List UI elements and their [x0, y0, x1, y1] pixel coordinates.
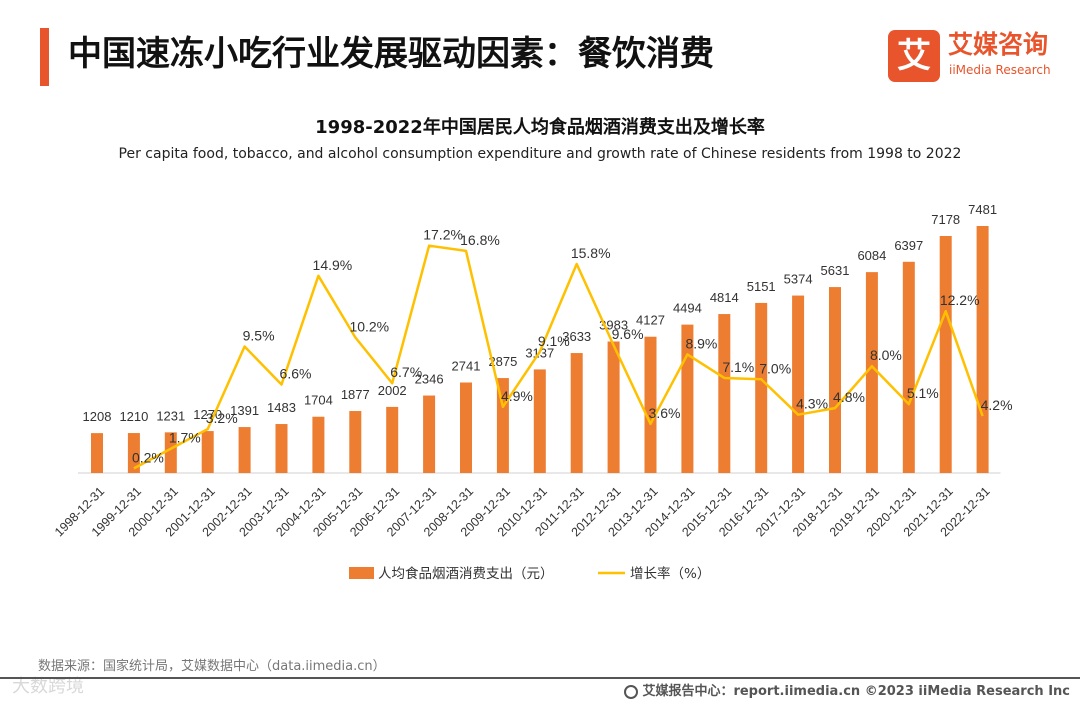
bar-value-label: 1483 [267, 400, 296, 415]
bar-value-label: 4814 [710, 290, 739, 305]
bar-value-label: 2875 [488, 354, 517, 369]
growth-rate-label: 4.8% [833, 389, 865, 405]
report-icon [624, 685, 639, 699]
bar-2013-12-31 [644, 336, 657, 473]
legend-bar-label: 人均食品烟酒消费支出（元） [378, 565, 554, 582]
bar-2004-12-31 [312, 416, 325, 473]
growth-rate-label: 5.1% [907, 385, 939, 401]
footer-divider [0, 677, 1080, 679]
footer-report-text: 艾媒报告中心：report.iimedia.cn ©2023 iiMedia R… [642, 684, 1070, 699]
growth-rate-label: 4.3% [796, 396, 828, 412]
bar-2008-12-31 [460, 382, 472, 473]
growth-rate-label: 10.2% [349, 318, 389, 334]
logo-mark: 艾 [888, 30, 940, 82]
growth-rate-label: 3.6% [649, 405, 681, 421]
bar-2010-12-31 [533, 369, 546, 473]
growth-rate-label: 6.6% [280, 366, 312, 382]
growth-rate-label: 9.1% [538, 333, 570, 349]
bar-value-label: 1231 [156, 408, 185, 423]
bar-2021-12-31 [939, 236, 952, 473]
bar-value-label: 1704 [304, 393, 333, 408]
growth-rate-label: 1.7% [169, 430, 201, 446]
bar-2006-12-31 [386, 406, 399, 473]
growth-rate-label: 16.8% [460, 232, 500, 248]
bar-2005-12-31 [349, 411, 362, 473]
bar-2016-12-31 [755, 302, 768, 473]
bar-value-label: 5151 [747, 279, 776, 294]
growth-rate-label: 0.2% [132, 449, 164, 465]
growth-rate-label: 8.9% [685, 335, 717, 351]
growth-rate-line [133, 244, 984, 470]
bar-2003-12-31 [275, 424, 288, 473]
legend-bar-swatch [349, 567, 374, 579]
growth-rate-label: 8.0% [870, 347, 902, 363]
growth-rate-label: 7.0% [759, 360, 791, 376]
bar-value-label: 7481 [968, 202, 997, 217]
growth-rate-label: 9.6% [612, 326, 644, 342]
growth-rate-label: 9.5% [243, 328, 275, 344]
data-source: 数据来源：国家统计局，艾媒数据中心（data.iimedia.cn） [38, 659, 386, 674]
growth-rate-label: 15.8% [571, 245, 611, 261]
bar-value-label: 1877 [341, 387, 370, 402]
bar-2017-12-31 [792, 295, 805, 473]
logo-name-cn: 艾媒咨询 [948, 30, 1049, 59]
growth-rate-label: 12.2% [940, 292, 980, 308]
bar-2022-12-31 [976, 226, 989, 473]
bar-2000-12-31 [164, 432, 177, 473]
growth-rate-label: 3.2% [206, 410, 238, 426]
bar-value-label: 2346 [415, 372, 444, 387]
bar-value-label: 3633 [562, 329, 591, 344]
bar-2007-12-31 [423, 395, 436, 473]
bar-value-label: 1391 [230, 403, 259, 418]
bar-value-label: 4127 [636, 313, 665, 328]
bar-2002-12-31 [238, 427, 251, 473]
bar-1999-12-31 [127, 433, 140, 473]
title-accent-bar [40, 28, 49, 86]
bar-2012-12-31 [607, 341, 620, 473]
bar-value-label: 2741 [452, 359, 481, 374]
bar-value-label: 2002 [378, 383, 407, 398]
chart-subtitle: Per capita food, tobacco, and alcohol co… [118, 146, 962, 162]
growth-rate-label: 4.9% [501, 388, 533, 404]
iimedia-logo: 艾 艾媒咨询 iiMedia Research [888, 30, 1068, 84]
bar-2019-12-31 [865, 272, 878, 473]
bar-value-label: 1210 [119, 409, 148, 424]
bar-2001-12-31 [201, 431, 214, 473]
growth-rate-label: 4.2% [981, 397, 1013, 413]
growth-rate-label: 6.7% [390, 364, 422, 380]
bar-value-label: 6084 [857, 248, 886, 263]
bar-value-label: 5374 [784, 272, 813, 287]
bar-2011-12-31 [570, 353, 583, 473]
bar-2018-12-31 [829, 287, 841, 473]
bar-1998-12-31 [91, 433, 103, 473]
watermark: 大数跨境 [12, 676, 84, 697]
footer-report: 艾媒报告中心：report.iimedia.cn ©2023 iiMedia R… [624, 680, 1070, 699]
bar-2015-12-31 [718, 314, 731, 473]
legend-line-label: 增长率（%） [630, 565, 710, 582]
bar-value-label: 1208 [83, 409, 112, 424]
chart-title: 1998-2022年中国居民人均食品烟酒消费支出及增长率 [315, 117, 765, 138]
bar-value-label: 7178 [931, 212, 960, 227]
bar-value-label: 6397 [894, 238, 923, 253]
growth-rate-label: 7.1% [722, 359, 754, 375]
growth-rate-label: 14.9% [313, 257, 353, 273]
bar-value-label: 4494 [673, 301, 702, 316]
logo-name-en: iiMedia Research [949, 63, 1051, 77]
bar-value-label: 5631 [821, 263, 850, 278]
page-title: 中国速冻小吃行业发展驱动因素：餐饮消费 [68, 34, 714, 74]
bar-2020-12-31 [902, 261, 915, 473]
growth-rate-label: 17.2% [423, 227, 463, 243]
